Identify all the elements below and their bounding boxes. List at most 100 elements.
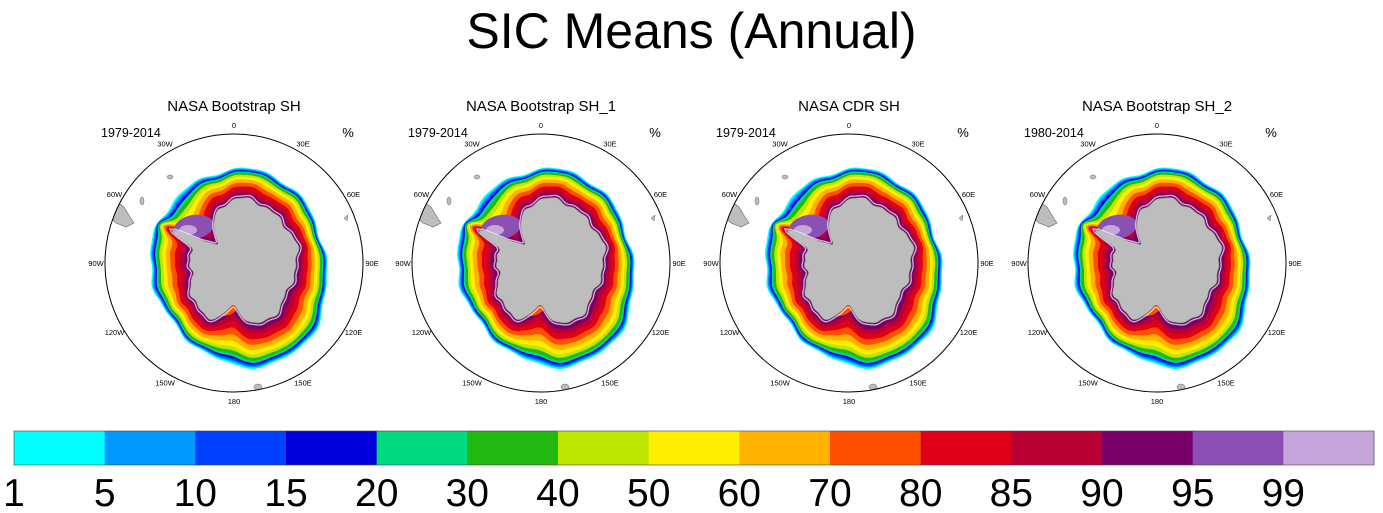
colorbar-tick-label: 70 [808,472,851,513]
panel-title: NASA Bootstrap SH_1 [466,98,616,115]
longitude-label: 30W [772,140,788,149]
longitude-label: 0 [1155,121,1159,130]
island [958,214,964,222]
island [446,196,452,206]
panel-title: NASA Bootstrap SH [167,98,300,115]
longitude-label: 150E [909,379,927,388]
map-boundary [1027,133,1287,393]
colorbar-swatch-95 [1192,431,1284,465]
longitude-label: 60E [962,190,975,199]
map-panel: NASA Bootstrap SH 1979-2014 % 0 30E 60E 90E 120… [88,98,378,406]
island [343,214,349,222]
longitude-label: 90E [672,259,685,268]
colorbar-tick-label: 15 [264,472,307,513]
longitude-label: 150W [770,379,791,388]
longitude-label: 30E [911,140,924,149]
longitude-label: 120W [1028,328,1049,337]
longitude-label: 150E [294,379,312,388]
colorbar-tick-label: 40 [536,472,579,513]
longitude-label: 150E [601,379,619,388]
longitude-label: 60W [722,190,738,199]
panel-period: 1979-2014 [101,126,161,140]
longitude-label: 150W [155,379,176,388]
longitude-label: 0 [232,121,236,130]
longitude-label: 30E [296,140,309,149]
colorbar-swatch-1 [14,431,106,465]
longitude-label: 180 [1151,397,1164,406]
longitude-label: 90W [395,259,411,268]
colorbar-tick-label: 85 [990,472,1033,513]
colorbar-tick-label: 1 [3,472,25,513]
colorbar-swatch-90 [1102,431,1194,465]
longitude-label: 150E [1217,379,1235,388]
longitude-label: 90W [1011,259,1027,268]
sea-ice-map [412,134,670,392]
island [473,174,481,180]
longitude-label: 60W [414,190,430,199]
island [754,196,760,206]
map-panel: NASA Bootstrap SH_2 1980-2014 % 0 30E 60E 90E 1… [1011,98,1301,406]
map-boundary [104,133,364,393]
panel-units: % [957,125,969,140]
longitude-label: 120W [105,328,126,337]
colorbar-swatch-20 [376,431,468,465]
panel-period: 1979-2014 [716,126,776,140]
colorbar-tick-label: 80 [899,472,942,513]
coastal-polynya [1091,194,1225,326]
sea-ice-map [105,134,363,392]
island [1062,196,1068,206]
longitude-label: 120E [1268,328,1286,337]
longitude-label: 30W [464,140,480,149]
colorbar-frame [13,430,1375,466]
longitude-label: 180 [228,397,241,406]
chart-title: SIC Means (Annual) [466,3,917,59]
panel-title: NASA Bootstrap SH_2 [1082,98,1232,115]
longitude-label: 30E [1219,140,1232,149]
colorbar-swatch-85 [1011,431,1103,465]
colorbar-swatch-40 [558,431,650,465]
colorbar-tick-label: 10 [174,472,217,513]
longitude-label: 150W [1078,379,1099,388]
longitude-label: 90E [1288,259,1301,268]
island [650,214,656,222]
coastal-polynya [475,194,609,326]
longitude-label: 90E [365,259,378,268]
coastal-polynya [168,194,302,326]
colorbar-swatch-80 [920,431,1012,465]
colorbar-tick-label: 99 [1262,472,1305,513]
coastal-polynya [783,194,917,326]
longitude-label: 120W [720,328,741,337]
island [1089,174,1097,180]
colorbar-tick-label: 60 [718,472,761,513]
panel-units: % [649,125,661,140]
colorbar-swatch-60 [739,431,831,465]
longitude-label: 120E [652,328,670,337]
colorbar-swatch-99 [1283,431,1375,465]
colorbar-tick-label: 5 [94,472,116,513]
longitude-label: 0 [539,121,543,130]
panel-title: NASA CDR SH [798,98,900,115]
colorbar-tick-label: 30 [446,472,489,513]
longitude-label: 120W [412,328,433,337]
longitude-label: 30W [157,140,173,149]
longitude-label: 60E [1270,190,1283,199]
longitude-label: 120E [960,328,978,337]
panel-period: 1979-2014 [408,126,468,140]
longitude-label: 60W [107,190,123,199]
panel-period: 1980-2014 [1024,126,1084,140]
map-panel: NASA CDR SH 1979-2014 % 0 30E 60E 90E 120E 150E 1… [703,98,993,406]
colorbar-tick-label: 90 [1080,472,1123,513]
map-boundary [719,133,979,393]
colorbar-tick-label: 20 [355,472,398,513]
longitude-label: 30E [603,140,616,149]
sea-ice-map [1028,134,1286,392]
colorbar-swatch-30 [467,431,559,465]
island [139,196,145,206]
colorbar-swatch-50 [648,431,740,465]
colorbar-swatch-15 [286,431,378,465]
panel-units: % [342,125,354,140]
sea-ice-map [720,134,978,392]
colorbar-tick-label: 50 [627,472,670,513]
longitude-label: 90E [980,259,993,268]
